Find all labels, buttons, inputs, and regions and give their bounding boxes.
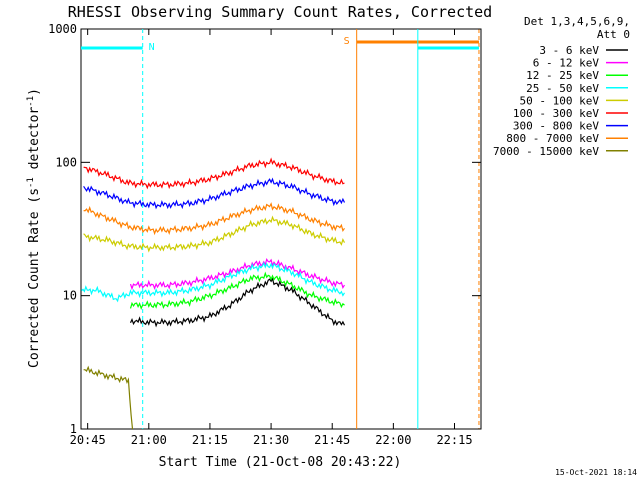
legend-label-4: 25 - 50 keV — [526, 82, 599, 95]
x-tick-label-6: 22:00 — [375, 433, 411, 447]
series-line-4 — [81, 261, 346, 303]
series-line-6 — [83, 157, 345, 190]
legend-header-2: Att 0 — [597, 28, 630, 41]
x-axis-label: Start Time (21-Oct-08 20:43:22) — [159, 455, 402, 470]
footer-date: 15-Oct-2021 18:14 — [555, 468, 637, 477]
series-line-7 — [83, 177, 346, 210]
y-tick-label-1: 1 — [70, 422, 77, 436]
x-tick-label-2: 21:00 — [131, 433, 167, 447]
y-label-end: ) — [27, 88, 42, 96]
y-tick-label-2: 10 — [63, 289, 77, 303]
legend-label-8: 800 - 7000 keV — [506, 132, 599, 145]
series-line-2 — [129, 258, 346, 291]
x-tick-label-4: 21:30 — [253, 433, 289, 447]
plot-frame — [80, 28, 482, 430]
y-tick-label-4: 1000 — [48, 22, 77, 36]
y-label-base: Corrected Count Rate (s — [27, 188, 42, 368]
x-tick-label-5: 21:45 — [314, 433, 350, 447]
legend-label-9: 7000 - 15000 keV — [493, 145, 599, 158]
legend-label-6: 100 - 300 keV — [513, 107, 599, 120]
y-axis-label: Corrected Count Rate (s-1 detector-1) — [26, 88, 42, 368]
x-tick-label-1: 20:45 — [70, 433, 106, 447]
x-tick-label-3: 21:15 — [192, 433, 228, 447]
series-line-8 — [83, 202, 345, 236]
night-flag-label: N — [149, 42, 155, 53]
legend-label-7: 300 - 800 keV — [513, 120, 599, 133]
y-tick-label-3: 100 — [55, 155, 77, 169]
series-line-9 — [83, 365, 134, 430]
y-label-mid: detector — [27, 107, 42, 178]
legend-label-3: 12 - 25 keV — [526, 69, 599, 82]
axis-layer: 20:45 21:00 21:15 21:30 21:45 22:00 22:15 1 10 10… — [48, 22, 481, 447]
flags-layer: NS — [81, 29, 480, 429]
series-line-1 — [129, 277, 346, 328]
y-label-exp2: -1 — [26, 96, 36, 107]
y-label-exp1: -1 — [26, 177, 36, 188]
chart-title: RHESSI Observing Summary Count Rates, Co… — [68, 3, 492, 21]
legend-label-1: 3 - 6 keV — [539, 44, 599, 57]
legend-header-1: Det 1,3,4,5,6,9, — [524, 15, 630, 28]
saa-flag-label: S — [344, 36, 350, 47]
x-tick-label-7: 22:15 — [436, 433, 472, 447]
series-line-3 — [129, 271, 345, 310]
legend-label-2: 6 - 12 keV — [533, 57, 600, 70]
legend-label-5: 50 - 100 keV — [520, 94, 600, 107]
series-line-5 — [83, 215, 346, 253]
series-layer — [81, 157, 346, 430]
